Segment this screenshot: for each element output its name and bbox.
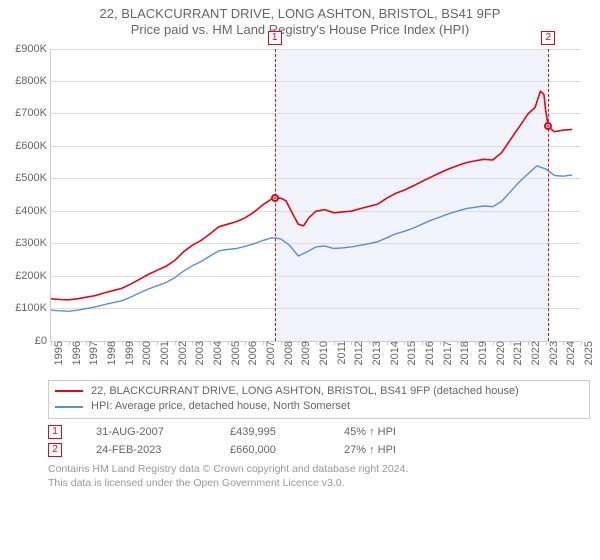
chart-title-line2: Price paid vs. HM Land Registry's House … [0,22,600,38]
footer-attribution: Contains HM Land Registry data © Crown c… [48,463,590,489]
chart-area: £0 £100K £200K £300K £400K £500K £600K £700K £80… [0,39,600,374]
plot-area: £0£100K£200K£300K£400K£500K£600K£700K£80… [50,49,581,342]
sales-row: 2 24-FEB-2023 £660,000 27% ↑ HPI [48,441,590,459]
y-axis-label: £500K [15,172,51,184]
x-axis-label: 2001 [157,341,171,365]
legend-box: 22, BLACKCURRANT DRIVE, LONG ASHTON, BRI… [48,380,590,420]
sales-row-badge: 1 [48,425,62,439]
x-axis-label: 2003 [192,341,206,365]
sale-marker-badge: 1 [268,31,282,45]
y-axis-label: £400K [15,205,51,217]
x-axis-label: 2011 [334,341,348,365]
footer-line-2: This data is licensed under the Open Gov… [48,477,590,490]
x-axis-label: 1996 [69,341,83,365]
sales-row-delta: 27% ↑ HPI [344,444,396,456]
x-axis-label: 1999 [122,341,136,365]
y-axis-label: £100K [15,302,51,314]
x-axis-label: 2018 [457,341,471,365]
sales-row-delta: 45% ↑ HPI [344,426,396,438]
x-axis-label: 2019 [475,341,489,365]
x-axis-label: 2017 [440,341,454,365]
x-axis-label: 2014 [387,341,401,365]
sale-marker-badge: 2 [541,31,555,45]
x-axis-label: 1998 [104,341,118,365]
x-axis-label: 2022 [528,341,542,365]
x-axis-label: 2015 [404,341,418,365]
legend-row: 22, BLACKCURRANT DRIVE, LONG ASHTON, BRI… [55,384,583,400]
legend-label: 22, BLACKCURRANT DRIVE, LONG ASHTON, BRI… [91,384,519,400]
x-axis-label: 2021 [510,341,524,365]
sales-row-price: £660,000 [230,444,310,456]
x-axis-label: 2004 [210,341,224,365]
x-axis-label: 1997 [86,341,100,365]
x-axis-label: 2006 [245,341,259,365]
x-axis-label: 2002 [175,341,189,365]
series-property [51,91,572,300]
sales-row-date: 24-FEB-2023 [96,444,196,456]
chart-title-line1: 22, BLACKCURRANT DRIVE, LONG ASHTON, BRI… [0,6,600,22]
x-axis-label: 2024 [563,341,577,365]
y-axis-label: £300K [15,237,51,249]
x-axis-label: 1995 [51,341,65,365]
x-axis-label: 2008 [281,341,295,365]
x-axis-label: 2016 [422,341,436,365]
sales-row: 1 31-AUG-2007 £439,995 45% ↑ HPI [48,423,590,441]
y-axis-label: £0 [35,335,51,347]
sale-marker-dot [544,122,552,130]
x-axis-label: 2025 [581,341,595,365]
footer-line-1: Contains HM Land Registry data © Crown c… [48,463,590,476]
legend-label: HPI: Average price, detached house, Nort… [91,399,350,415]
legend-swatch [55,406,83,408]
x-axis-label: 2000 [139,341,153,365]
x-axis-label: 2020 [493,341,507,365]
x-axis-label: 2013 [369,341,383,365]
x-axis-label: 2005 [228,341,242,365]
y-axis-label: £900K [15,43,51,55]
x-axis-label: 2009 [298,341,312,365]
y-axis-label: £600K [15,140,51,152]
sales-events-table: 1 31-AUG-2007 £439,995 45% ↑ HPI 2 24-FEB-202… [48,423,590,459]
y-axis-label: £800K [15,75,51,87]
legend-row: HPI: Average price, detached house, Nort… [55,399,583,415]
series-hpi [51,165,572,310]
y-axis-label: £200K [15,270,51,282]
legend-swatch [55,390,83,392]
x-axis-label: 2007 [263,341,277,365]
x-axis-label: 2023 [546,341,560,365]
line-series-svg [51,49,581,341]
chart-title-block: 22, BLACKCURRANT DRIVE, LONG ASHTON, BRI… [0,0,600,39]
y-axis-label: £700K [15,107,51,119]
x-axis-label: 2012 [351,341,365,365]
sale-marker-dot [271,194,279,202]
sales-row-price: £439,995 [230,426,310,438]
sales-row-badge: 2 [48,443,62,457]
x-axis-label: 2010 [316,341,330,365]
sales-row-date: 31-AUG-2007 [96,426,196,438]
